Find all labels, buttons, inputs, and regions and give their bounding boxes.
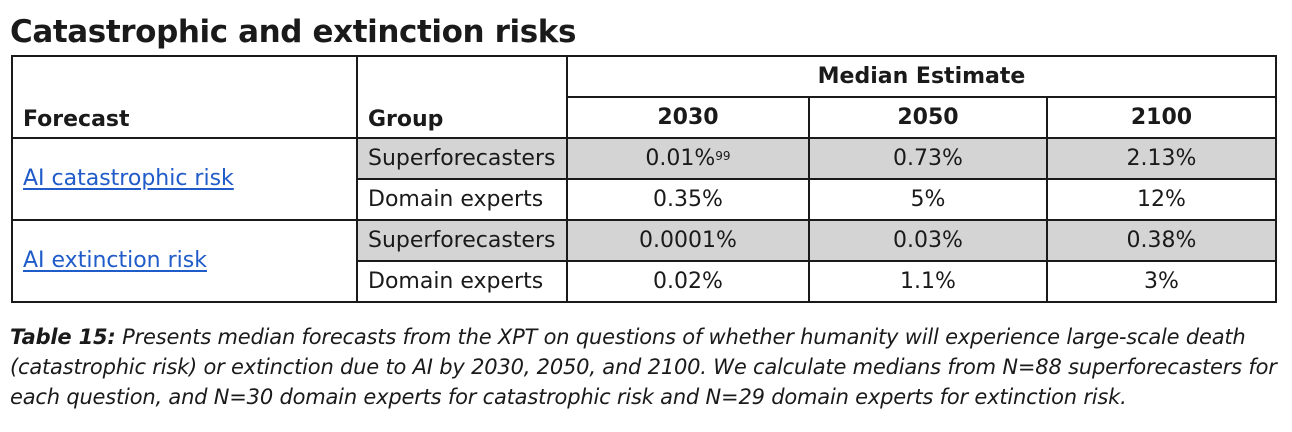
group-cell: Domain experts	[356, 178, 568, 221]
value-cell-2030: 0.01%99	[566, 137, 810, 180]
caption-label: Table 15:	[10, 325, 116, 349]
footnote-marker[interactable]: 99	[715, 148, 731, 163]
value-cell-2030: 0.35%	[566, 178, 810, 221]
table-caption: Table 15: Presents median forecasts from…	[10, 322, 1282, 412]
value-cell-2100: 0.38%	[1046, 219, 1277, 262]
ai-extinction-risk-link[interactable]: AI extinction risk	[23, 248, 207, 273]
caption-text: Presents median forecasts from the XPT o…	[10, 325, 1277, 409]
table-row: Domain experts 0.02% 1.1% 3%	[12, 260, 1277, 303]
table-row: AI extinction risk Superforecasters 0.00…	[11, 219, 1277, 303]
value-cell-2050: 0.03%	[808, 219, 1048, 262]
value-cell-2050: 0.73%	[808, 137, 1048, 180]
value-text: 0.01%	[645, 145, 716, 171]
value-cell-2050: 5%	[808, 178, 1048, 221]
value-cell-2050: 1.1%	[808, 260, 1048, 303]
value-cell-2100: 12%	[1046, 178, 1277, 221]
group-cell: Superforecasters	[356, 137, 568, 180]
forecast-cell-extinction: AI extinction risk	[11, 219, 358, 303]
header-row-years: 2030 2050 2100	[12, 96, 1277, 139]
header-year-2100: 2100	[1046, 96, 1277, 139]
risk-estimates-table: Forecast Group Median Estimate 2030 2050…	[11, 55, 1277, 303]
value-cell-2030: 0.0001%	[566, 219, 810, 262]
table-row: AI catastrophic risk Superforecasters 0.…	[11, 137, 1277, 221]
value-cell-2100: 3%	[1046, 260, 1277, 303]
value-cell-2100: 2.13%	[1046, 137, 1277, 180]
header-year-2050: 2050	[808, 96, 1048, 139]
value-cell-2030: 0.02%	[566, 260, 810, 303]
group-cell: Superforecasters	[356, 219, 568, 262]
header-year-2030: 2030	[566, 96, 810, 139]
header-group: Group	[356, 55, 568, 139]
table-row: Domain experts 0.35% 5% 12%	[12, 178, 1277, 221]
ai-catastrophic-risk-link[interactable]: AI catastrophic risk	[23, 166, 234, 191]
forecast-cell-catastrophic: AI catastrophic risk	[11, 137, 358, 221]
header-median-estimate: Median Estimate	[566, 55, 1277, 98]
group-cell: Domain experts	[356, 260, 568, 303]
page-title: Catastrophic and extinction risks	[10, 14, 577, 50]
header-forecast: Forecast	[11, 55, 358, 139]
header-row-top: Forecast Group Median Estimate	[11, 55, 1277, 139]
